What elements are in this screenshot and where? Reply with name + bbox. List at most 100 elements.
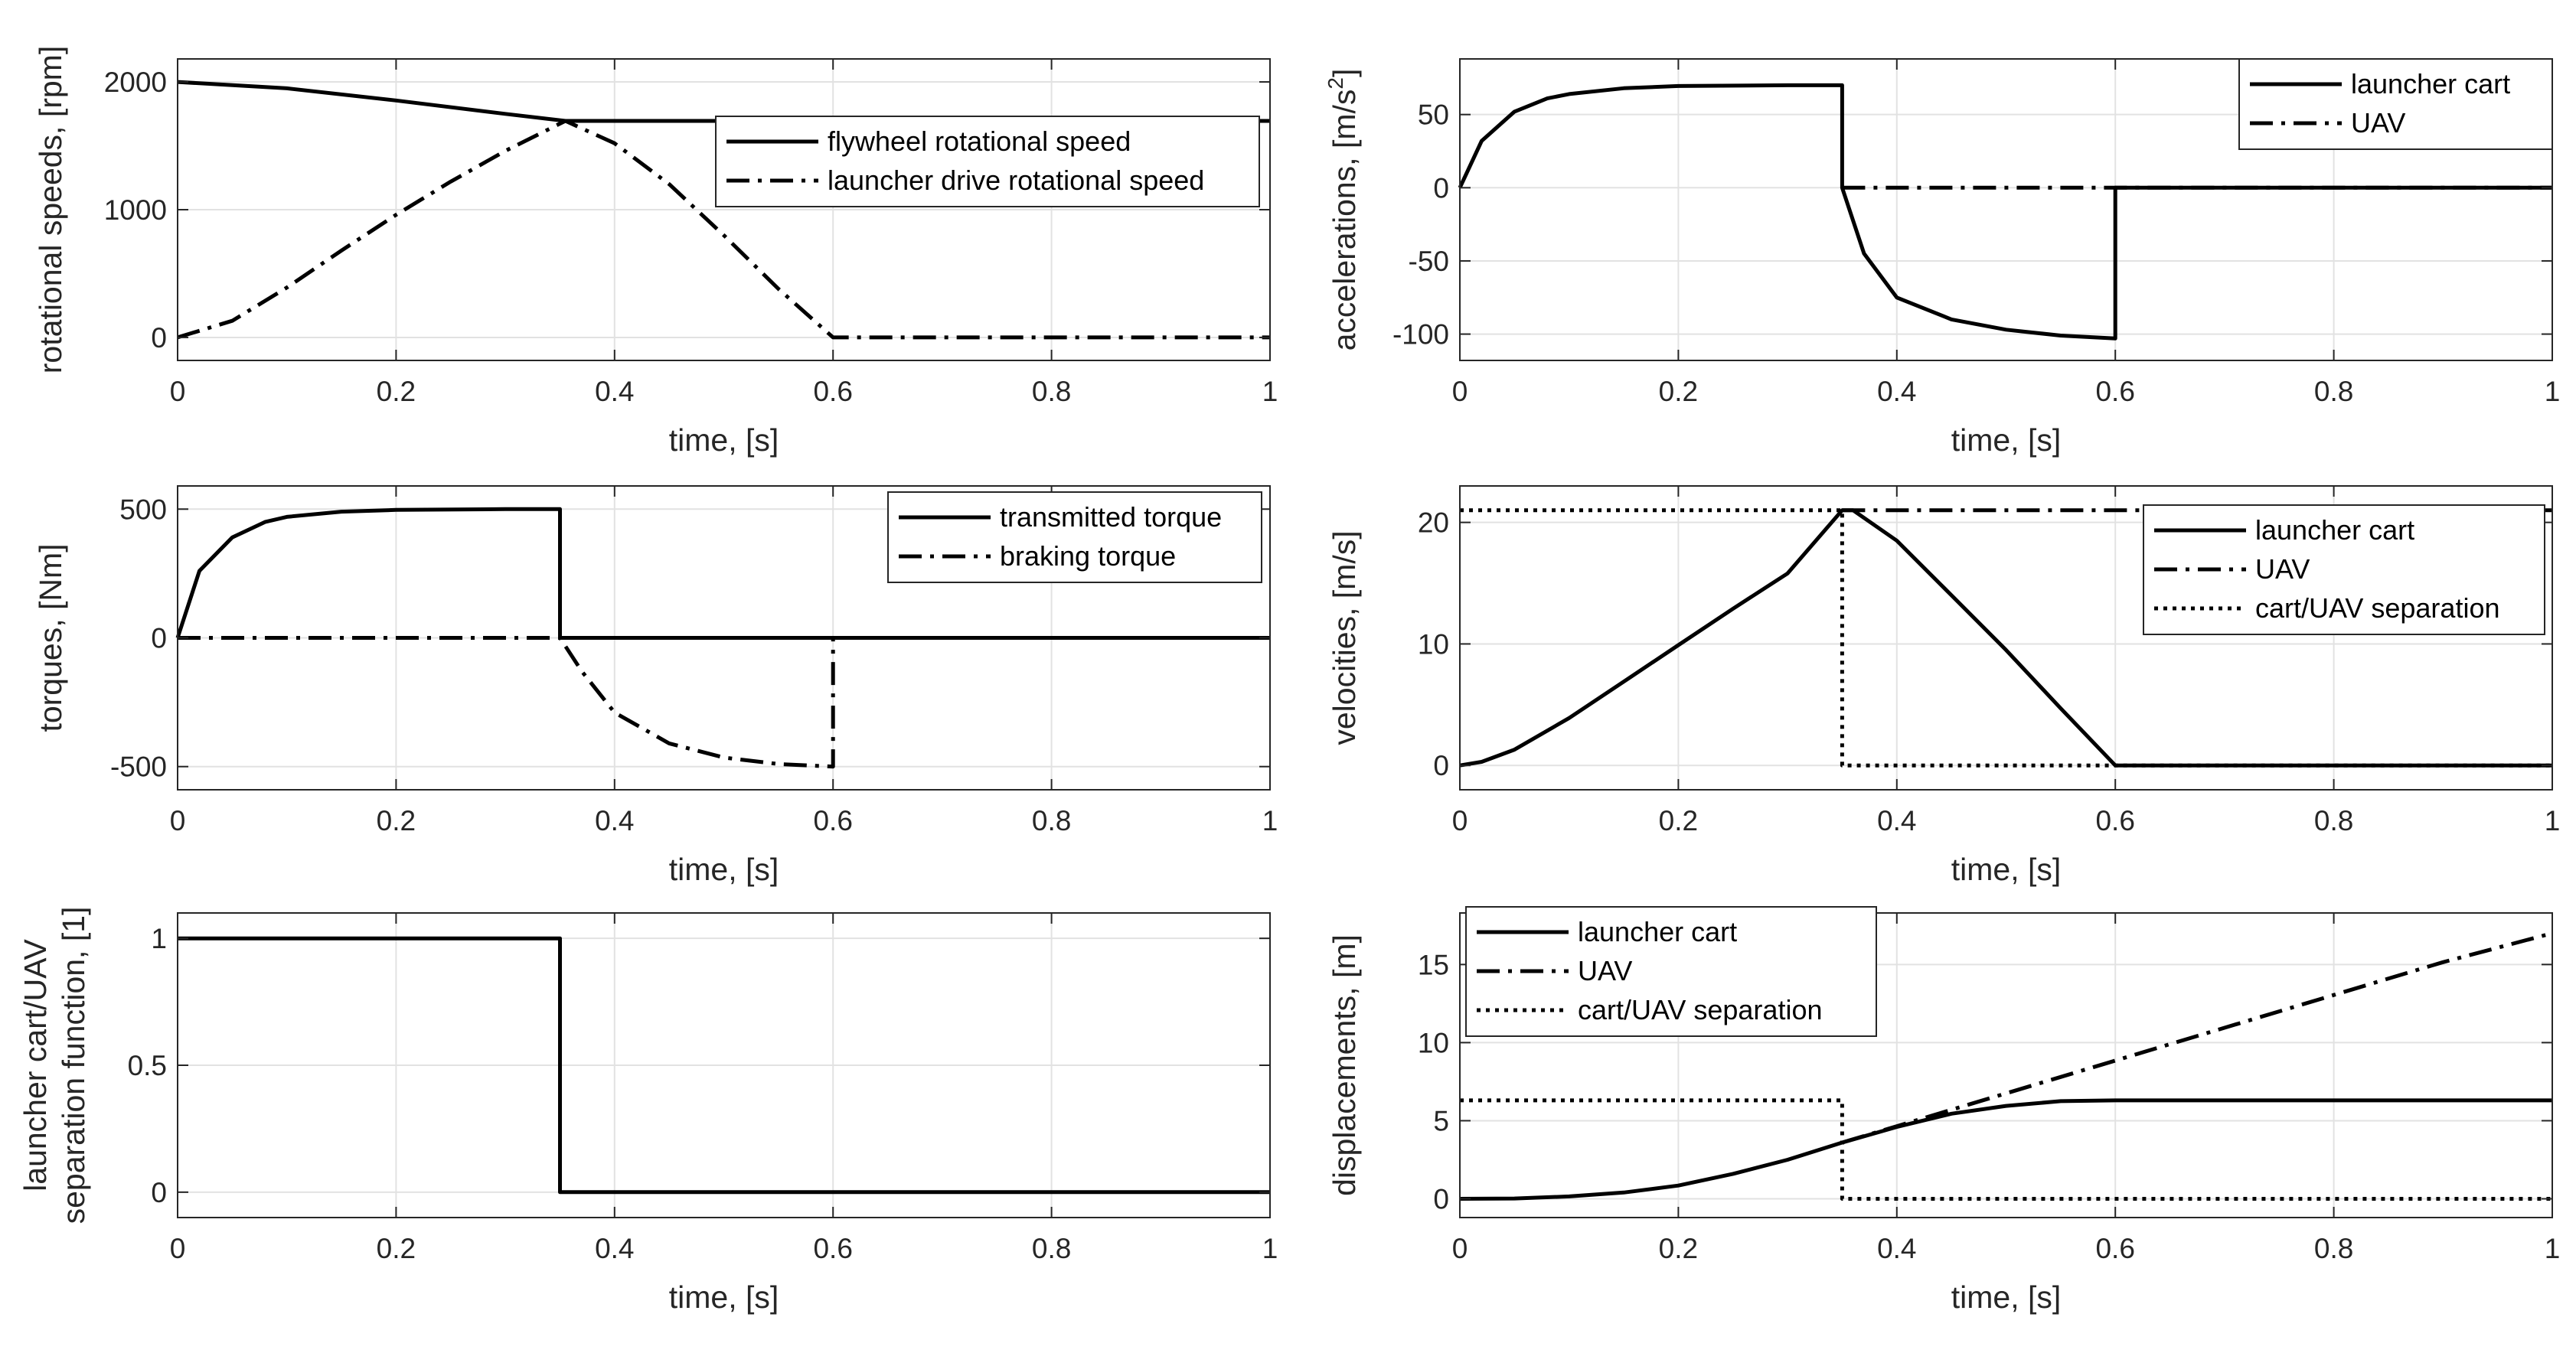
y-tick-label: 5 <box>1433 1105 1449 1136</box>
x-tick-label: 0.4 <box>595 805 634 836</box>
x-tick-label: 1 <box>2545 805 2561 836</box>
y-tick-label: 1000 <box>104 194 167 226</box>
x-tick-label: 0.8 <box>1032 805 1071 836</box>
x-tick-label: 1 <box>1262 376 1278 407</box>
x-axis-label: time, [s] <box>1951 852 2062 887</box>
y-axis-label-superscript: 2 <box>1324 77 1347 90</box>
axes-box <box>1459 58 2553 361</box>
legend: launcher cart UAV cart/UAV separation <box>2143 504 2545 635</box>
x-tick-label: 0.6 <box>2095 376 2134 407</box>
y-tick-label: 0 <box>151 322 167 354</box>
x-tick-label: 0.4 <box>1877 376 1916 407</box>
legend-label: launcher drive rotational speed <box>828 165 1204 196</box>
x-tick-label: 0.8 <box>2314 1233 2353 1264</box>
x-tick-label: 0 <box>170 376 186 407</box>
x-tick-label: 0.2 <box>1659 1233 1698 1264</box>
y-tick-label: 2000 <box>104 67 167 98</box>
y-tick-label: -100 <box>1392 319 1449 350</box>
x-tick-label: 0 <box>1452 1233 1468 1264</box>
legend-label: launcher cart <box>1578 916 1737 947</box>
chart-panel-2: 0 0.2 0.4 0.6 0.8 1 -100 -50 0 50 time, [s] acceler… <box>1324 58 2561 458</box>
x-axis-label: time, [s] <box>1951 422 2062 458</box>
y-tick-label: 500 <box>119 494 167 525</box>
y-tick-label: -50 <box>1409 246 1449 277</box>
x-tick-label: 0.8 <box>1032 1233 1071 1264</box>
x-tick-label: 1 <box>2545 1233 2561 1264</box>
x-tick-label: 0.6 <box>813 1233 852 1264</box>
x-tick-label: 0.2 <box>377 1233 416 1264</box>
legend: launcher cart UAV <box>2238 58 2553 150</box>
y-tick-label: 15 <box>1418 949 1449 980</box>
series-line <box>1841 931 2553 1145</box>
legend: transmitted torque braking torque <box>887 491 1262 583</box>
x-tick-label: 0.8 <box>1032 376 1071 407</box>
x-tick-label: 1 <box>1262 805 1278 836</box>
y-tick-label: 50 <box>1418 99 1449 131</box>
y-tick-label: 10 <box>1418 1027 1449 1058</box>
y-tick-label: 20 <box>1418 507 1449 539</box>
y-axis-label-text: ] <box>1327 69 1362 77</box>
y-tick-label: 0 <box>1433 1184 1449 1215</box>
x-tick-label: 0.4 <box>595 376 634 407</box>
y-tick-label: 10 <box>1418 628 1449 660</box>
y-tick-label: 0.5 <box>128 1050 167 1081</box>
x-tick-label: 0.8 <box>2314 376 2353 407</box>
x-tick-label: 0.2 <box>377 805 416 836</box>
x-axis-label: time, [s] <box>1951 1280 2062 1315</box>
x-tick-label: 0.6 <box>813 376 852 407</box>
x-tick-label: 0 <box>170 805 186 836</box>
series-line <box>175 507 1270 640</box>
x-tick-label: 0 <box>170 1233 186 1264</box>
y-axis-label: rotational speeds, [rpm] <box>33 46 68 373</box>
x-tick-label: 0 <box>1452 376 1468 407</box>
y-tick-label: 0 <box>1433 750 1449 781</box>
series-line <box>178 636 1270 769</box>
x-tick-label: 1 <box>2545 376 2561 407</box>
x-tick-label: 0.4 <box>1877 1233 1916 1264</box>
legend-label: cart/UAV separation <box>2255 592 2499 624</box>
x-tick-label: 0.2 <box>1659 805 1698 836</box>
x-tick-label: 0.6 <box>2095 1233 2134 1264</box>
series-line <box>177 119 1270 340</box>
y-axis-label-line: launcher cart/UAV <box>18 939 53 1192</box>
legend: flywheel rotational speed launcher drive … <box>715 116 1260 207</box>
legend: launcher cart UAV cart/UAV separation <box>1465 906 1877 1037</box>
x-tick-label: 0.4 <box>595 1233 634 1264</box>
y-axis-label: launcher cart/UAVseparation function, [1… <box>18 907 91 1224</box>
y-tick-label: 0 <box>151 1177 167 1208</box>
x-axis-label: time, [s] <box>669 852 779 887</box>
y-tick-label: 1 <box>151 923 167 954</box>
series-line <box>178 936 1270 1195</box>
legend-label: cart/UAV separation <box>1578 994 1822 1025</box>
axes-box <box>1459 912 2553 1218</box>
chart-panel-5: 0 0.2 0.4 0.6 0.8 1 0 0.5 1 time, [s] launcher car… <box>18 907 1278 1315</box>
y-axis-label: accelerations, [m/s2] <box>1324 69 1362 351</box>
legend-box <box>2238 58 2553 150</box>
legend-label: launcher cart <box>2351 68 2510 99</box>
x-tick-label: 0.2 <box>377 376 416 407</box>
x-tick-label: 1 <box>1262 1233 1278 1264</box>
x-tick-label: 0 <box>1452 805 1468 836</box>
y-axis-label: displacements, [m] <box>1327 934 1362 1196</box>
legend-label: transmitted torque <box>1000 501 1222 533</box>
legend-label: launcher cart <box>2255 514 2414 546</box>
x-axis-label: time, [s] <box>669 1280 779 1315</box>
legend-label: braking torque <box>1000 540 1176 572</box>
y-tick-label: 0 <box>151 623 167 654</box>
legend-label: flywheel rotational speed <box>828 126 1131 157</box>
chart-panel-1: 0 0.2 0.4 0.6 0.8 1 0 1000 2000 time, [s] rotation… <box>33 46 1278 458</box>
legend-label: UAV <box>2351 107 2405 139</box>
legend-box <box>715 116 1260 207</box>
y-axis-label-line: separation function, [1] <box>56 907 91 1224</box>
x-tick-label: 0.8 <box>2314 805 2353 836</box>
y-axis-label-text: accelerations, [m/s <box>1327 90 1362 351</box>
legend-box <box>887 491 1262 583</box>
legend-label: UAV <box>2255 553 2310 585</box>
series-line <box>1460 508 2552 768</box>
y-tick-label: -500 <box>110 751 167 783</box>
x-tick-label: 0.2 <box>1659 376 1698 407</box>
